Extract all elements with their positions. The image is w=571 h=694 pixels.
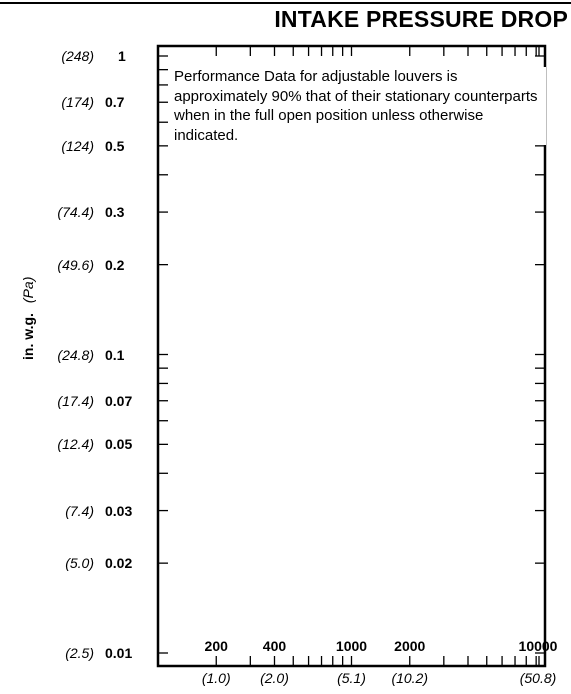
- y-tick-label-pa: (124): [61, 137, 94, 154]
- chart-title: INTAKE PRESSURE DROP: [274, 6, 568, 32]
- y-tick-label: 0.07: [105, 392, 133, 409]
- y-tick-label-pa: (2.5): [65, 645, 94, 661]
- performance-note: Performance Data for adjustable louvers …: [174, 67, 546, 145]
- y-tick-label-pa: (17.4): [57, 392, 94, 409]
- x-tick-label: 200: [204, 638, 228, 654]
- y-tick-label: 0.02: [105, 555, 133, 572]
- x-tick-label-ms: (5.1): [337, 670, 366, 686]
- y-tick-label-pa: (12.4): [57, 436, 94, 453]
- y-tick-label: 0.3: [105, 204, 125, 221]
- y-tick-label: 0.1: [105, 346, 125, 363]
- y-ticks: [158, 55, 545, 654]
- y-tick-label: 0.2: [105, 256, 125, 273]
- x-ticks: [215, 46, 540, 666]
- y-axis-unit-secondary: (Pa): [20, 276, 36, 304]
- x-tick-label: 10000: [518, 638, 558, 654]
- x-tick-label-ms: (50.8): [519, 670, 557, 686]
- x-tick-label: 400: [262, 638, 287, 654]
- y-tick-label: 0.5: [105, 137, 125, 154]
- y-tick-label: 0.7: [105, 94, 125, 111]
- y-tick-label-pa: (49.6): [57, 256, 94, 273]
- y-tick-label-pa: (248): [61, 48, 94, 64]
- x-tick-label: 2000: [394, 638, 426, 654]
- y-tick-label: 0.03: [105, 502, 133, 519]
- top-rule: [0, 2, 571, 4]
- y-tick-label: 1: [118, 48, 126, 64]
- y-tick-label: 0.01: [105, 645, 133, 661]
- y-tick-label-pa: (24.8): [57, 346, 94, 363]
- y-tick-label-pa: (174): [61, 94, 94, 111]
- y-tick-label-pa: (5.0): [65, 555, 94, 572]
- y-tick-label-pa: (7.4): [65, 502, 94, 519]
- y-tick-label-pa: (74.4): [57, 204, 94, 221]
- x-tick-label-ms: (1.0): [201, 670, 231, 686]
- y-tick-label: 0.05: [105, 436, 133, 453]
- x-tick-label-ms: (2.0): [260, 670, 289, 686]
- x-tick-label: 1000: [335, 638, 368, 654]
- x-tick-label-ms: (10.2): [391, 670, 429, 686]
